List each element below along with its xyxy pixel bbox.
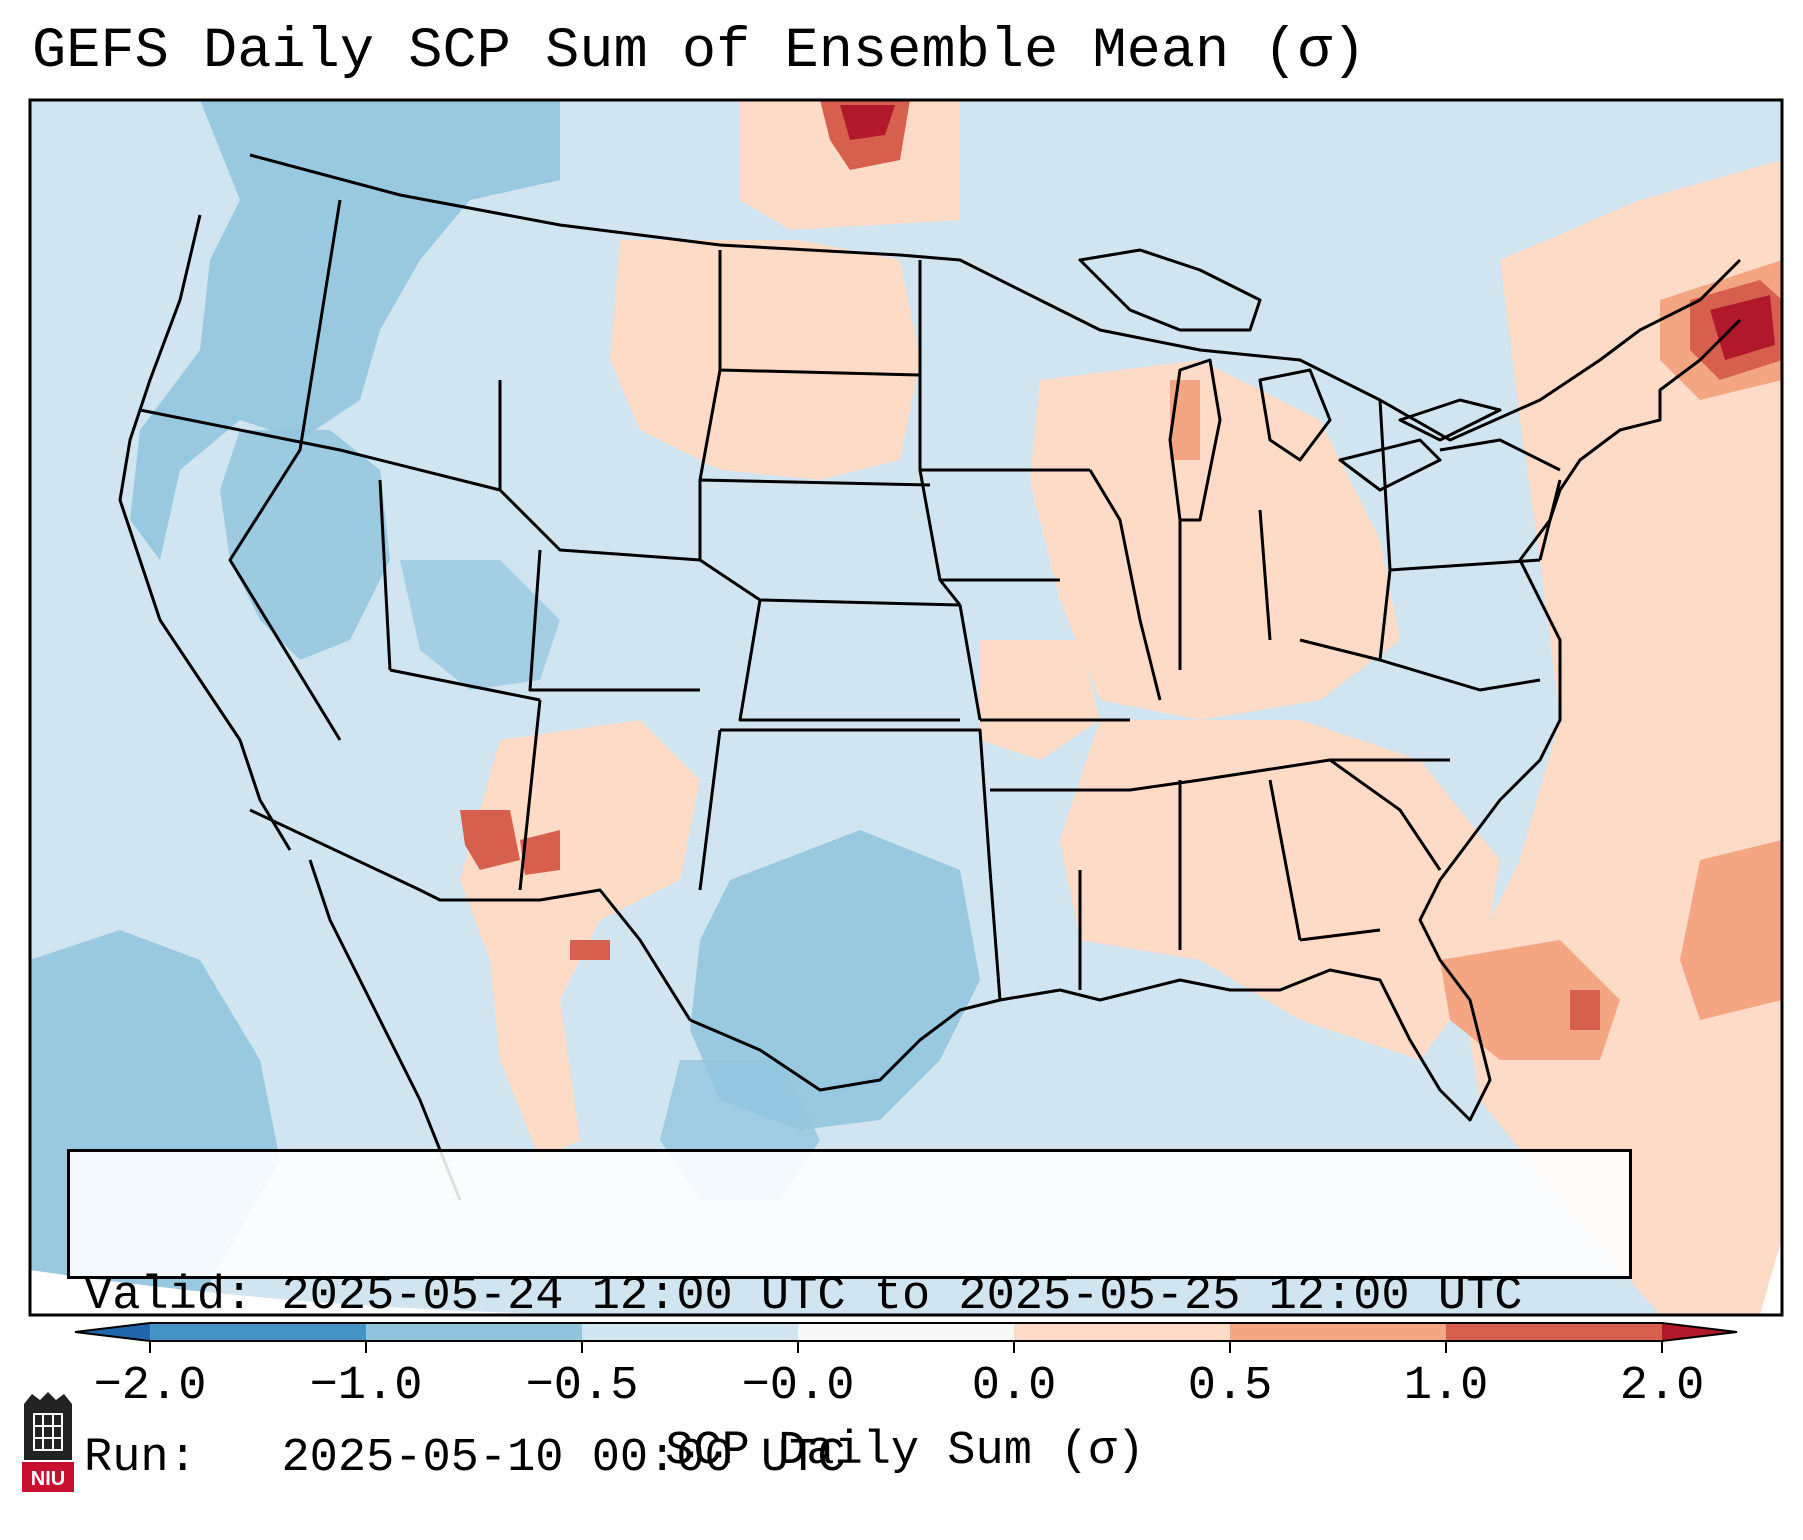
colorbar-tick-label: 0.5: [1187, 1360, 1273, 1413]
strong-anomaly-chihuahua: [570, 940, 610, 960]
strong-anomaly-arizona: [460, 810, 520, 870]
mexico-border: [249, 808, 692, 1021]
niu-logo-text: NIU: [31, 1468, 65, 1490]
state-lines-plains: [698, 250, 1002, 1001]
colorbar-tick-label: −2.0: [93, 1360, 207, 1413]
state-lines-south: [990, 758, 1450, 990]
strong-anomaly-arizona-east: [520, 830, 560, 875]
colorbar-bin: [366, 1323, 583, 1341]
anomaly-field: [30, 100, 1782, 1315]
colorbar-bin: [150, 1323, 367, 1341]
colorbar-tick-label: 2.0: [1619, 1360, 1705, 1413]
moderate-anomaly-atlantic-east: [1680, 840, 1782, 1020]
colorbar-tick-label: 0.0: [971, 1360, 1057, 1413]
strong-anomaly-atlantic: [1570, 990, 1600, 1030]
great-lakes-outline: [1078, 248, 1502, 522]
map-frame: [28, 98, 1784, 1317]
colorbar-bin: [1230, 1323, 1447, 1341]
canada-us-border: [249, 153, 1742, 442]
negative-anomaly-pacific-nw: [130, 100, 560, 560]
valid-label: Valid:: [84, 1270, 254, 1323]
map-panel: [30, 100, 1782, 1315]
niu-university-logo-icon: NIU: [22, 1392, 74, 1492]
pacific-coast: [118, 214, 292, 851]
run-value: 2025-05-10 00:00 UTC: [281, 1432, 846, 1485]
strong-anomaly-north-dakota-core: [840, 105, 895, 140]
gulf-coast: [689, 680, 1562, 1122]
positive-anomaly-ozarks: [980, 640, 1100, 760]
colorbar-over-extension: [1662, 1323, 1737, 1341]
colorbar-bin: [798, 1323, 1015, 1341]
colorbar-tick-label: −0.5: [525, 1360, 639, 1413]
projection-boundary-right: [1760, 1240, 1782, 1315]
colorbar: [74, 1322, 1738, 1353]
colorbar-under-extension: [75, 1323, 150, 1341]
negative-anomaly-texas: [690, 830, 980, 1130]
colorbar-bin: [1014, 1323, 1231, 1341]
strong-anomaly-maine-core: [1710, 295, 1775, 360]
state-lines-east: [1299, 399, 1562, 692]
valid-row: Valid: 2025-05-24 12:00 UTC to 2025-05-2…: [84, 1270, 1615, 1324]
figure: [28, 98, 1784, 1353]
colorbar-tick-label: 1.0: [1403, 1360, 1489, 1413]
political-borders: [118, 153, 1742, 1201]
colorbar-bin: [1446, 1323, 1663, 1341]
colorbar-tick-label: −1.0: [309, 1360, 423, 1413]
run-label: Run:: [84, 1432, 197, 1485]
positive-anomaly-southeast: [1060, 720, 1500, 1060]
valid-run-info-box: Valid: 2025-05-24 12:00 UTC to 2025-05-2…: [67, 1149, 1632, 1485]
colorbar-bin: [582, 1323, 799, 1341]
colorbar-label: SCP Daily Sum (σ): [665, 1425, 1145, 1478]
moderate-anomaly-michigan: [1170, 380, 1200, 460]
run-row: Run: 2025-05-10 00:00 UTC: [84, 1432, 1615, 1486]
figure-title: GEFS Daily SCP Sum of Ensemble Mean (σ): [32, 20, 1367, 84]
valid-value: 2025-05-24 12:00 UTC to 2025-05-25 12:00…: [281, 1270, 1523, 1323]
state-lines-midwest: [918, 260, 1272, 722]
colorbar-tick-label: −0.0: [741, 1360, 855, 1413]
state-lines-west: [139, 199, 701, 891]
atlantic-coast: [1518, 318, 1742, 680]
negative-anomaly-utah: [400, 560, 560, 690]
projection-boundary: [30, 1270, 600, 1315]
positive-anomaly-northern-plains: [610, 240, 920, 480]
negative-anomaly-great-basin: [220, 430, 390, 660]
